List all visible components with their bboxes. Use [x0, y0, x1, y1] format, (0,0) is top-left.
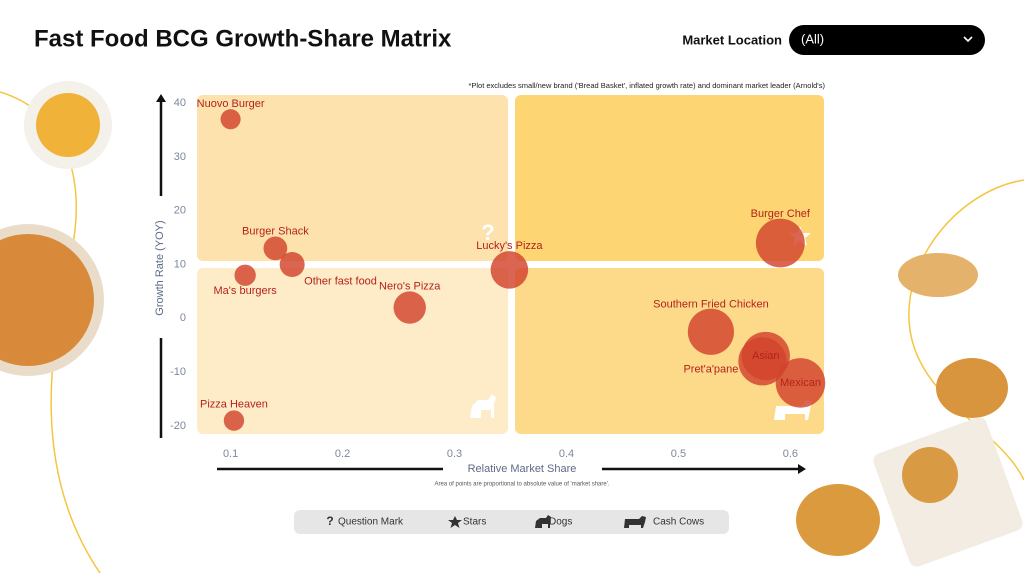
bubble-label: Nuovo Burger [197, 98, 265, 110]
legend: ? Question Mark Stars Dogs Cash Cows [326, 514, 704, 528]
legend-label: Cash Cows [653, 517, 704, 528]
bubble-label: Nero's Pizza [379, 280, 441, 292]
arrowhead [156, 94, 166, 102]
y-tick-label: -10 [170, 366, 186, 378]
y-axis-label: Growth Rate (YOY) [154, 220, 166, 315]
bubble [223, 410, 245, 431]
nuggets [902, 447, 958, 503]
x-axis-label: Relative Market Share [468, 463, 577, 475]
bubble [775, 358, 826, 408]
bubble-label: Lucky's Pizza [476, 240, 543, 252]
legend-label: Question Mark [338, 517, 404, 528]
quadrant-cows [515, 268, 824, 434]
bubble [393, 291, 426, 324]
legend-icon [448, 516, 462, 528]
bubble [279, 252, 305, 277]
bubble-label: Burger Shack [242, 225, 309, 237]
filter-dropdown[interactable] [789, 25, 985, 55]
bubble [490, 251, 529, 289]
y-tick-label: 30 [174, 151, 186, 163]
quadrant-dogs [197, 268, 508, 434]
bubble-label: Other fast food [304, 275, 377, 287]
x-tick-label: 0.3 [447, 448, 462, 460]
filter-value[interactable]: (All) [801, 31, 824, 46]
legend-icon: ? [326, 514, 333, 528]
filter-label: Market Location [682, 32, 782, 47]
bubble-label: Southern Fried Chicken [653, 299, 769, 311]
fries [36, 93, 100, 157]
bubble [220, 109, 241, 130]
dog-icon [470, 394, 496, 418]
x-tick-label: 0.4 [559, 448, 574, 460]
legend-icon [535, 515, 551, 528]
pizza-top [0, 234, 94, 366]
bubble [738, 337, 787, 386]
x-tick-label: 0.5 [671, 448, 686, 460]
y-tick-label: 40 [174, 97, 186, 109]
y-tick-label: 20 [174, 205, 186, 217]
bubble-label: Pizza Heaven [200, 398, 268, 410]
x-tick-label: 0.2 [335, 448, 350, 460]
arrowhead [798, 464, 806, 474]
title: Fast Food BCG Growth-Share Matrix [34, 25, 452, 52]
bubble-label: Asian [752, 350, 780, 362]
burger [796, 484, 880, 556]
legend-label: Dogs [549, 517, 572, 528]
quadrant-question [197, 95, 508, 261]
bubble-label: Burger Chef [751, 208, 811, 220]
dropdown-caret[interactable] [963, 36, 973, 43]
cow-icon [774, 400, 812, 420]
taco [898, 253, 978, 297]
y-tick-label: -20 [170, 420, 186, 432]
x-tick-label: 0.1 [223, 448, 238, 460]
bubble-label: Mexican [780, 377, 821, 389]
note: *Plot excludes small/new brand ('Bread B… [468, 81, 825, 90]
question-icon: ? [481, 220, 494, 245]
y-tick-label: 0 [180, 312, 186, 324]
bubble [263, 236, 288, 261]
bubble [755, 218, 805, 268]
footnote: Area of points are proportional to absol… [434, 482, 609, 488]
x-tick-label: 0.6 [783, 448, 798, 460]
legend-icon [624, 516, 646, 528]
legend-box [294, 510, 729, 534]
burger [936, 358, 1008, 418]
bubble [687, 308, 735, 355]
legend-label: Stars [463, 517, 486, 528]
y-tick-label: 10 [174, 258, 186, 270]
bubble [234, 264, 256, 286]
bubble-label: Pret'a'pane [683, 363, 738, 375]
bubble-label: Ma's burgers [214, 285, 278, 297]
quadrant-stars [515, 95, 824, 261]
